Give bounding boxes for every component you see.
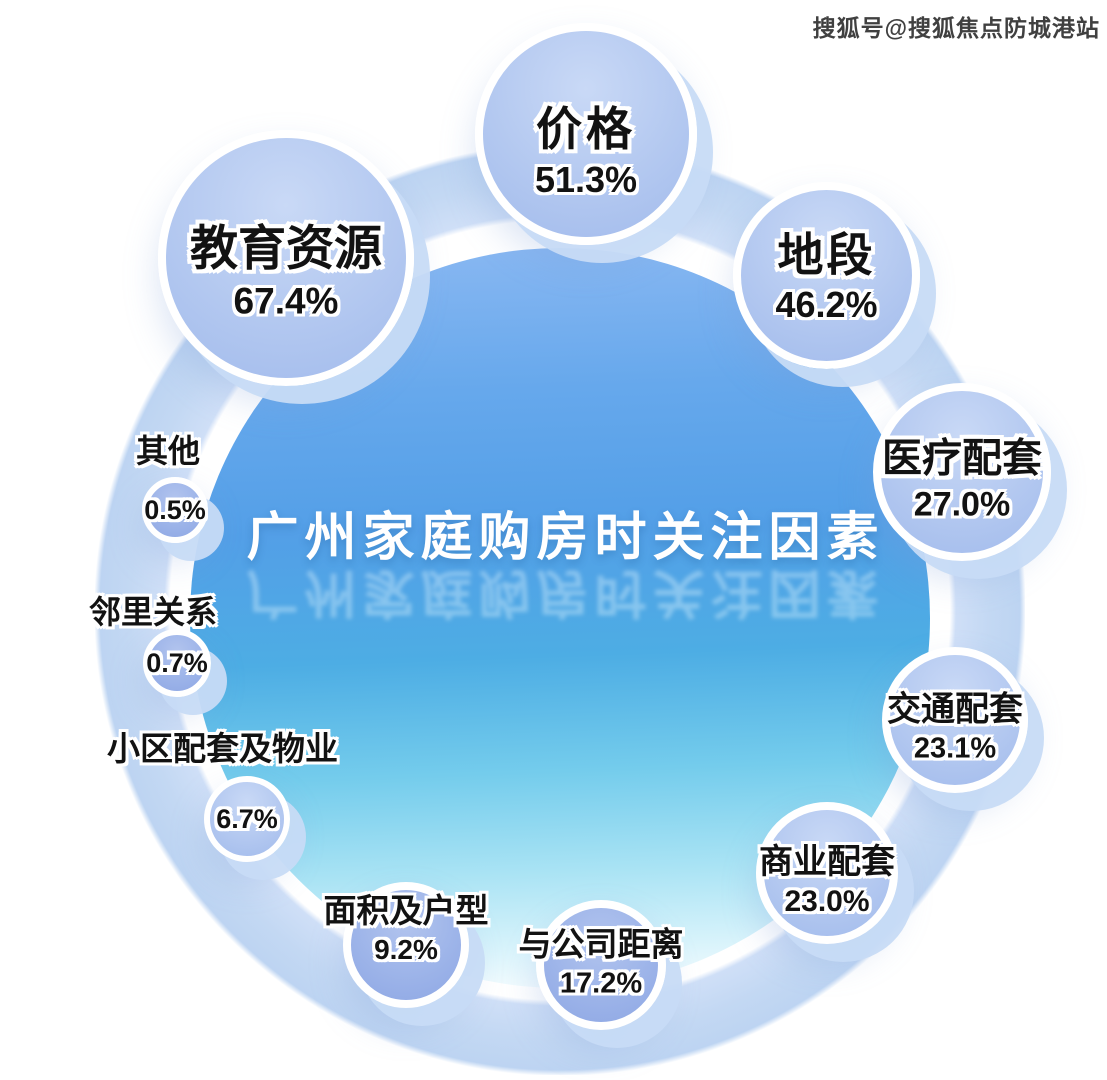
bubble-value: 6.7%: [216, 803, 278, 834]
bubble-value: 9.2%: [374, 933, 438, 965]
bubble-label: 面积及户型: [323, 891, 489, 929]
bubble-value: 23.1%: [913, 732, 997, 765]
bubble-label: 医疗配套: [882, 436, 1042, 481]
bubble-label-other: 其他: [136, 433, 201, 469]
bubble-commercial-facilities: 商业配套 23.0%: [756, 802, 898, 944]
bubble-value: 0.7%: [146, 647, 208, 678]
bubble-education-resources: 教育资源 67.4%: [158, 130, 414, 386]
bubble-label: 与公司距离: [518, 925, 684, 963]
bubble-distance-to-work: 与公司距离 17.2%: [519, 900, 684, 1030]
chart-title: 广州家庭购房时关注因素: [246, 509, 885, 567]
bubble-label: 地段: [777, 228, 876, 281]
bubble-location: 地段 46.2%: [733, 182, 920, 369]
bubble-community-property: 6.7%: [204, 776, 290, 862]
bubble-label: 教育资源: [189, 222, 383, 276]
bubble-other: 0.5%: [142, 477, 208, 543]
bubble-value: 17.2%: [559, 967, 643, 1000]
bubble-price: 价格 51.3%: [475, 23, 697, 245]
bubble-label: 价格: [535, 103, 636, 156]
bubble-value: 27.0%: [913, 485, 1011, 524]
bubble-value: 23.0%: [784, 885, 870, 919]
bubble-medical-facilities: 医疗配套 27.0%: [873, 383, 1051, 561]
bubble-label-community-property: 小区配套及物业: [107, 730, 338, 767]
bubble-value: 0.5%: [144, 494, 206, 525]
bubble-label: 交通配套: [887, 690, 1023, 729]
bubble-label-neighborhood: 邻里关系: [89, 594, 218, 630]
bubble-neighborhood: 0.7%: [143, 629, 211, 697]
bubble-transport-facilities: 交通配套 23.1%: [882, 647, 1028, 793]
bubble-label: 商业配套: [759, 843, 895, 882]
watermark: 搜狐号@搜狐焦点防城港站: [812, 15, 1100, 41]
bubble-value: 46.2%: [775, 284, 878, 326]
bubble-value: 51.3%: [534, 158, 638, 200]
bubble-area-and-layout: 面积及户型 9.2%: [324, 882, 489, 1008]
bubble-value: 67.4%: [233, 280, 339, 322]
